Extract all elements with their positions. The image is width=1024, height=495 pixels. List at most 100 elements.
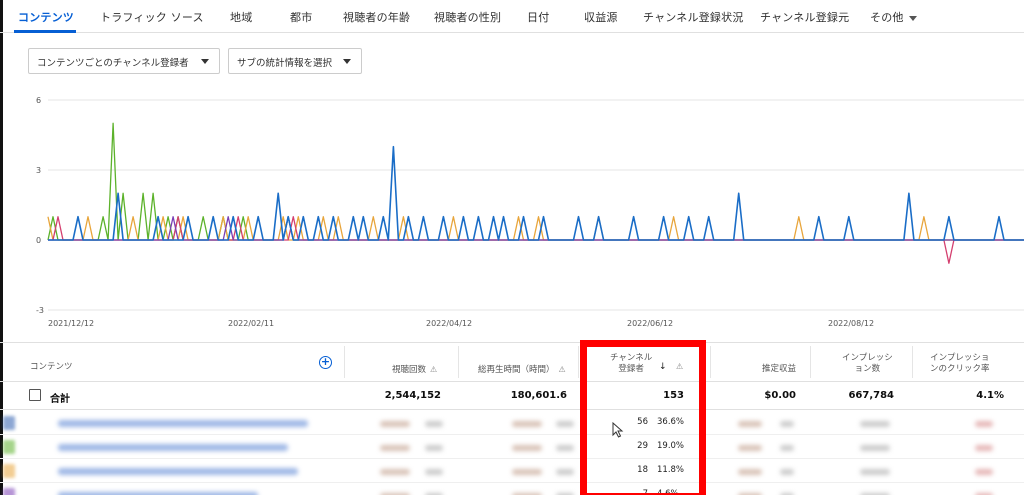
tab-content[interactable]: コンテンツ [18, 11, 74, 24]
blurred-metric [512, 469, 542, 475]
tab-traffic-source[interactable]: トラフィック ソース [100, 11, 204, 24]
col-header-content[interactable]: コンテンツ [30, 362, 73, 372]
col-header-watch-time[interactable]: 総再生時間（時間） ⚠ [478, 364, 566, 376]
video-thumbnail[interactable] [3, 488, 15, 495]
blurred-metric [738, 469, 762, 475]
highlight-box [580, 340, 706, 495]
x-axis-ticks: 2021/12/12 2022/02/11 2022/04/12 2022/06/12… [48, 319, 874, 328]
total-label: 合計 [50, 394, 70, 405]
metric-dropdown[interactable]: コンテンツごとのチャンネル登録者 [28, 48, 220, 74]
blurred-metric [425, 421, 443, 427]
x-tick-label: 2021/12/12 [48, 319, 94, 328]
tab-more-label: その他 [870, 11, 904, 24]
blurred-metric [556, 469, 574, 475]
row-subscriber-share: 36.6% [657, 417, 685, 427]
blurred-metric [975, 445, 993, 451]
table-row[interactable]: 29 19.0% [0, 435, 1024, 459]
metric-dropdown-label: コンテンツごとのチャンネル登録者 [37, 58, 189, 69]
table-row[interactable]: 18 11.8% [0, 459, 1024, 483]
y-tick-label: 6 [36, 96, 41, 105]
blurred-metric [380, 421, 410, 427]
tab-viewer-age[interactable]: 視聴者の年齢 [343, 11, 411, 24]
video-thumbnail[interactable] [3, 464, 15, 478]
column-divider [458, 346, 459, 378]
blurred-video-title[interactable] [58, 420, 308, 427]
warning-icon: ⚠ [676, 362, 684, 371]
chevron-down-icon [908, 15, 917, 21]
blurred-metric [860, 493, 890, 495]
blurred-metric [780, 493, 794, 495]
report-tabs: コンテンツ トラフィック ソース 地域 都市 視聴者の年齢 視聴者の性別 日付 … [0, 0, 1024, 33]
y-tick-label: 3 [36, 166, 41, 175]
col-header-impressions[interactable]: インプレッシ ョン数 [842, 353, 893, 374]
sub-metric-dropdown[interactable]: サブの統計情報を選択 [228, 48, 362, 74]
total-ctr: 4.1% [976, 390, 1004, 401]
blurred-metric [738, 421, 762, 427]
tab-more[interactable]: その他 [870, 9, 917, 25]
table-row[interactable]: 7 4.6% [0, 483, 1024, 495]
warning-icon: ⚠ [430, 365, 438, 374]
blurred-metric [738, 445, 762, 451]
blurred-video-title[interactable] [58, 468, 298, 475]
blurred-metric [975, 421, 993, 427]
col-header-revenue[interactable]: 推定収益 [762, 364, 797, 374]
blurred-metric [975, 493, 993, 495]
chevron-down-icon [201, 59, 209, 64]
blurred-metric [738, 493, 762, 495]
tab-city[interactable]: 都市 [290, 11, 313, 24]
video-thumbnail[interactable] [3, 440, 15, 454]
col-header-views-label: 視聴回数 [392, 365, 427, 375]
series-line[interactable] [48, 145, 1024, 241]
select-all-checkbox[interactable] [29, 389, 41, 401]
tab-revenue-source[interactable]: 収益源 [584, 11, 618, 24]
tab-date[interactable]: 日付 [527, 11, 550, 24]
warning-icon: ⚠ [558, 365, 566, 374]
x-tick-label: 2022/08/12 [828, 319, 874, 328]
column-divider [578, 346, 579, 378]
row-subscribers: 56 [637, 417, 648, 427]
sort-descending-icon[interactable]: ↓ [659, 362, 667, 372]
video-thumbnail[interactable] [3, 416, 15, 430]
table-header [0, 342, 1024, 382]
row-subscriber-share: 4.6% [657, 489, 679, 495]
col-header-ctr[interactable]: インプレッショ ンのクリック率 [930, 353, 990, 374]
line-chart[interactable]: 6 3 0 -3 2021/12/12 2022/02/11 2022/04/12 2022… [0, 88, 1024, 338]
blurred-metric [860, 421, 890, 427]
row-subscribers: 18 [637, 465, 648, 475]
chart-grid [48, 99, 1024, 311]
blurred-metric [556, 445, 574, 451]
blurred-metric [512, 445, 542, 451]
col-header-subscribers[interactable]: チャンネル 登録者 [610, 353, 653, 374]
tab-geography[interactable]: 地域 [230, 11, 253, 24]
table-row[interactable]: 56 36.6% [0, 411, 1024, 435]
blurred-metric [780, 469, 794, 475]
tab-subscription-source[interactable]: チャンネル登録元 [760, 11, 850, 24]
blurred-metric [425, 469, 443, 475]
blurred-video-title[interactable] [58, 444, 288, 451]
tab-viewer-gender[interactable]: 視聴者の性別 [434, 11, 502, 24]
series-line[interactable] [47, 122, 1024, 241]
tab-subscription-status[interactable]: チャンネル登録状況 [643, 11, 744, 24]
row-subscriber-share: 19.0% [657, 441, 685, 451]
blurred-metric [380, 493, 410, 495]
total-watch-time: 180,601.6 [510, 390, 567, 401]
chevron-down-icon [343, 59, 351, 64]
x-tick-label: 2022/06/12 [627, 319, 673, 328]
blurred-metric [380, 469, 410, 475]
column-divider [710, 346, 711, 378]
mouse-cursor-icon [612, 422, 624, 438]
y-axis-ticks: 6 3 0 -3 [36, 96, 44, 315]
blurred-metric [512, 421, 542, 427]
col-header-views[interactable]: 視聴回数 ⚠ [392, 364, 437, 376]
y-tick-label: 0 [36, 236, 41, 245]
blurred-metric [425, 493, 443, 495]
blurred-metric [556, 421, 574, 427]
total-subscribers: 153 [663, 390, 684, 401]
blurred-video-title[interactable] [58, 492, 258, 495]
add-column-icon[interactable]: + [319, 355, 332, 369]
series-line[interactable] [47, 216, 1024, 241]
x-tick-label: 2022/02/11 [228, 319, 274, 328]
left-window-edge [0, 0, 3, 495]
sub-metric-dropdown-label: サブの統計情報を選択 [237, 58, 333, 69]
column-divider [912, 346, 913, 378]
